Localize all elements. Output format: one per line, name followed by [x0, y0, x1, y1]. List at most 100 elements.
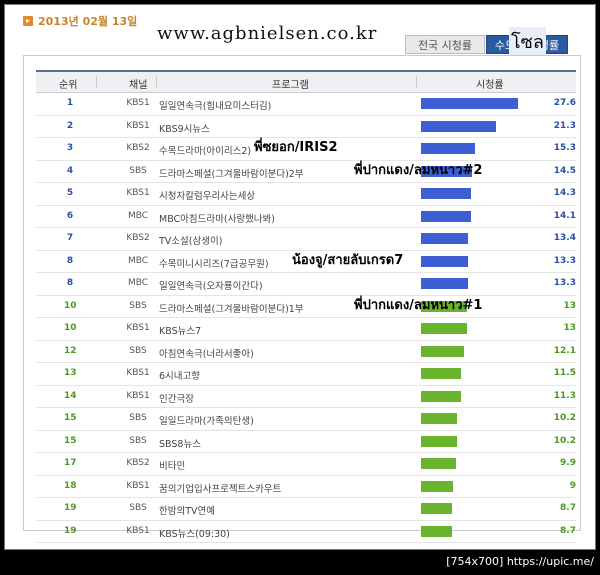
- site-url-handwriting: www.agbnielsen.co.kr: [157, 23, 378, 44]
- table-row[interactable]: 2 KBS1 KBS9시뉴스 21.3: [36, 116, 576, 138]
- rating-bar: [421, 503, 452, 514]
- table-row[interactable]: 17 KBS2 비타민 9.9: [36, 453, 576, 476]
- header-divider: [416, 76, 417, 88]
- rating-bar: [421, 480, 453, 492]
- row-channel: KBS1: [126, 188, 150, 198]
- rating-bar: [421, 413, 457, 424]
- row-rating: 8.7: [560, 525, 576, 536]
- rating-bar: [421, 300, 467, 312]
- row-channel: KBS1: [126, 120, 150, 131]
- rating-bar: [421, 368, 461, 379]
- row-rank: 15: [64, 435, 77, 446]
- row-program: 일일연속극(힘내요미스터김): [159, 101, 272, 112]
- row-program: 시청자칼럼우리사는세상: [159, 191, 256, 202]
- table-row[interactable]: 18 KBS1 꿈의기업입사프로젝트스카우트 9: [36, 476, 576, 498]
- handwritten-note: พี่ปากแดง/ลมหนาว#2: [354, 162, 483, 178]
- row-rating: 11.3: [553, 390, 576, 401]
- table-row[interactable]: 19 KBS1 KBS뉴스(09:30) 8.7: [36, 521, 576, 543]
- row-program: MBC아침드라마(사랑했나봐): [159, 213, 275, 225]
- row-rating: 15.3: [553, 143, 576, 153]
- arrow-icon: ▸: [23, 16, 33, 26]
- row-rating: 10.2: [553, 435, 576, 446]
- table-row[interactable]: 14 KBS1 인간극장 11.3: [36, 386, 576, 408]
- row-rank: 4: [66, 165, 74, 176]
- row-rating: 14.1: [553, 210, 576, 221]
- table-row[interactable]: 15 SBS SBS8뉴스 10.2: [36, 431, 576, 453]
- row-program: 드라마스페셜(그겨울바람이분다)1부: [159, 303, 304, 315]
- date-label: 2013년 02월 13일: [38, 15, 138, 28]
- table-row[interactable]: 8 MBC 일일연속극(오자룡이간다) 13.3: [36, 273, 576, 296]
- rating-bar: [421, 120, 496, 132]
- table-row[interactable]: 6 MBC MBC아침드라마(사랑했나봐) 14.1: [36, 206, 576, 228]
- row-program: 수목미니시리즈(7급공무원): [159, 258, 269, 270]
- row-program: SBS8뉴스: [159, 438, 201, 450]
- row-program: 드라마스페셜(그겨울바람이분다)2부: [159, 168, 304, 180]
- row-channel: SBS: [129, 503, 147, 513]
- table-header: 순위 채널 프로그램 시청률: [36, 70, 576, 93]
- row-channel: SBS: [129, 345, 147, 356]
- header-rank: 순위: [59, 80, 78, 91]
- header-rating: 시청률: [476, 80, 504, 91]
- rating-bar: [421, 435, 457, 447]
- table-row[interactable]: 10 KBS1 KBS뉴스7 13: [36, 318, 576, 341]
- table-row[interactable]: 19 SBS 한밤의TV연예 8.7: [36, 498, 576, 521]
- table-row[interactable]: 5 KBS1 시청자칼럼우리사는세상 14.3: [36, 183, 576, 206]
- row-program: 아침연속극(너라서좋아): [159, 348, 254, 360]
- row-rating: 8.7: [560, 503, 576, 513]
- table-row[interactable]: 7 KBS2 TV소설(삼생이) 13.4: [36, 228, 576, 251]
- table-body: 1 KBS1 일일연속극(힘내요미스터김) 27.6 2 KBS1 KBS9시뉴스 21.3 3…: [36, 93, 576, 543]
- rating-bar: [421, 143, 475, 154]
- ratings-table: 순위 채널 프로그램 시청률 1 KBS1 일일연속극(힘내요미스터김) 27.6 2 K…: [36, 70, 576, 543]
- row-rating: 14.5: [553, 165, 576, 176]
- table-row[interactable]: 1 KBS1 일일연속극(힘내요미스터김) 27.6: [36, 93, 576, 116]
- row-rating: 13.3: [553, 278, 576, 288]
- rating-bar: [421, 278, 468, 289]
- table-row[interactable]: 4 SBS 드라마스페셜(그겨울바람이분다)2부 14.5 พี่ปากแดง/ลมหน…: [36, 161, 576, 183]
- tab-national-rating[interactable]: 전국 시청률: [405, 35, 485, 54]
- row-channel: KBS1: [126, 323, 150, 333]
- row-program: 일일드라마(가족의탄생): [159, 416, 254, 427]
- rating-bar: [421, 98, 518, 109]
- row-channel: SBS: [129, 165, 147, 176]
- row-rank: 15: [64, 413, 77, 423]
- table-row[interactable]: 12 SBS 아침연속극(너라서좋아) 12.1: [36, 341, 576, 363]
- table-row[interactable]: 8 MBC 수목미니시리즈(7급공무원) 13.3 น้องจู/สายลับเกรด7: [36, 251, 576, 273]
- row-rating: 9.9: [560, 458, 576, 468]
- handwritten-note: น้องจู/สายลับเกรด7: [292, 252, 404, 268]
- row-rank: 12: [64, 345, 77, 356]
- row-rank: 19: [64, 525, 77, 536]
- row-rating: 13.4: [553, 233, 576, 243]
- row-rating: 13: [563, 323, 576, 333]
- rating-bar: [421, 255, 468, 267]
- row-rank: 3: [66, 143, 74, 153]
- row-rating: 13.3: [553, 255, 576, 266]
- row-channel: SBS: [129, 435, 147, 446]
- row-rank: 10: [64, 323, 77, 333]
- row-rank: 10: [64, 300, 77, 311]
- row-channel: KBS1: [126, 525, 150, 536]
- rating-bar: [421, 188, 471, 199]
- row-channel: KBS1: [126, 390, 150, 401]
- row-rank: 8: [66, 255, 74, 266]
- row-rank: 18: [64, 480, 77, 491]
- row-channel: KBS1: [126, 368, 150, 378]
- row-rating: 11.5: [553, 368, 576, 378]
- rating-bar: [421, 210, 471, 222]
- table-row[interactable]: 15 SBS 일일드라마(가족의탄생) 10.2: [36, 408, 576, 431]
- row-rating: 9: [569, 480, 576, 491]
- tab-handwriting-note: โซล: [509, 27, 546, 56]
- table-row[interactable]: 13 KBS1 6시내고향 11.5: [36, 363, 576, 386]
- row-program: KBS뉴스7: [159, 326, 202, 337]
- row-channel: KBS1: [126, 480, 150, 491]
- row-rating: 27.6: [553, 98, 576, 108]
- content-frame: ▸ 2013년 02월 13일 www.agbnielsen.co.kr 전국 …: [4, 4, 596, 550]
- row-rating: 14.3: [553, 188, 576, 198]
- rating-bar: [421, 165, 472, 177]
- row-channel: SBS: [129, 300, 147, 311]
- row-program: 한밤의TV연예: [159, 506, 216, 517]
- handwritten-note: พี่ซยอก/IRIS2: [254, 140, 338, 155]
- row-program: 6시내고향: [159, 371, 201, 382]
- table-row[interactable]: 3 KBS2 수목드라마(아이리스2) 15.3 พี่ซยอก/IRIS2: [36, 138, 576, 161]
- table-row[interactable]: 10 SBS 드라마스페셜(그겨울바람이분다)1부 13 พี่ปากแดง/ลมหนา…: [36, 296, 576, 318]
- row-rank: 1: [66, 98, 74, 108]
